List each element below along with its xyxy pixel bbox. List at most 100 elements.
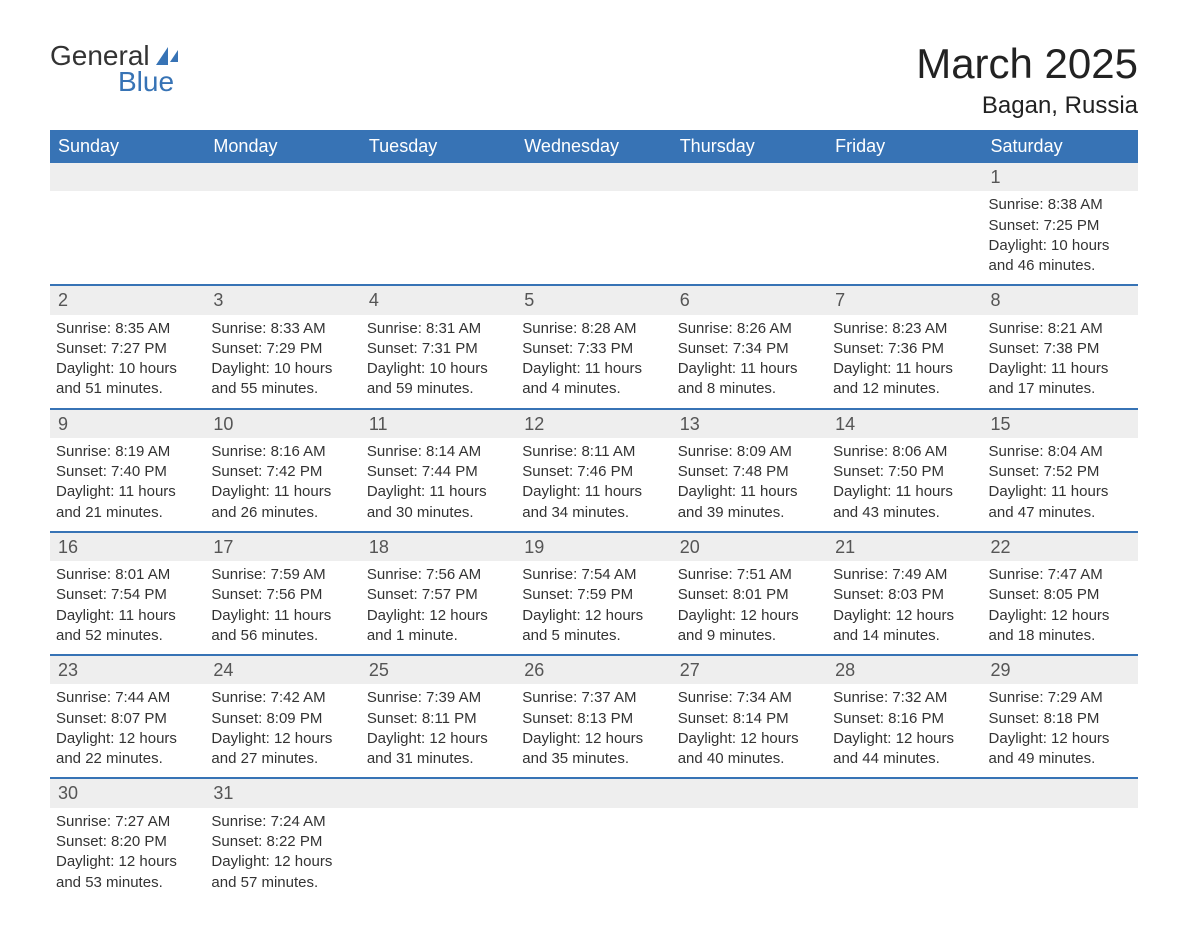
- daylight-text: Daylight: 10 hours and 55 minutes.: [211, 359, 354, 400]
- sunrise-text: Sunrise: 7:29 AM: [989, 688, 1132, 708]
- sunrise-text: Sunrise: 8:21 AM: [989, 319, 1132, 339]
- sunrise-text: Sunrise: 7:34 AM: [678, 688, 821, 708]
- sunset-text: Sunset: 7:54 PM: [56, 585, 199, 605]
- sunset-text: Sunset: 8:20 PM: [56, 832, 199, 852]
- day-number-cell: 17: [205, 532, 360, 561]
- sunrise-text: Sunrise: 7:27 AM: [56, 812, 199, 832]
- sunset-text: Sunset: 7:56 PM: [211, 585, 354, 605]
- sunset-text: Sunset: 8:16 PM: [833, 709, 976, 729]
- title-block: March 2025 Bagan, Russia: [916, 40, 1138, 120]
- day-detail-cell: Sunrise: 8:19 AMSunset: 7:40 PMDaylight:…: [50, 438, 205, 532]
- day-number-cell: 14: [827, 409, 982, 438]
- day-number-cell: [205, 163, 360, 191]
- sunrise-text: Sunrise: 8:38 AM: [989, 195, 1132, 215]
- day-number-row: 9101112131415: [50, 409, 1138, 438]
- sunrise-text: Sunrise: 8:11 AM: [522, 442, 665, 462]
- day-detail-cell: [516, 191, 671, 285]
- sunset-text: Sunset: 7:33 PM: [522, 339, 665, 359]
- sunset-text: Sunset: 7:59 PM: [522, 585, 665, 605]
- sunrise-text: Sunrise: 7:39 AM: [367, 688, 510, 708]
- day-number-cell: 6: [672, 285, 827, 314]
- weekday-header: Sunday: [50, 130, 205, 163]
- day-number-cell: 13: [672, 409, 827, 438]
- sunrise-text: Sunrise: 8:23 AM: [833, 319, 976, 339]
- daylight-text: Daylight: 12 hours and 40 minutes.: [678, 729, 821, 770]
- day-number-cell: [827, 778, 982, 807]
- day-detail-row: Sunrise: 8:38 AMSunset: 7:25 PMDaylight:…: [50, 191, 1138, 285]
- daylight-text: Daylight: 11 hours and 43 minutes.: [833, 482, 976, 523]
- daylight-text: Daylight: 11 hours and 12 minutes.: [833, 359, 976, 400]
- daylight-text: Daylight: 10 hours and 51 minutes.: [56, 359, 199, 400]
- daylight-text: Daylight: 11 hours and 47 minutes.: [989, 482, 1132, 523]
- day-number-row: 2345678: [50, 285, 1138, 314]
- day-detail-cell: Sunrise: 7:34 AMSunset: 8:14 PMDaylight:…: [672, 684, 827, 778]
- daylight-text: Daylight: 11 hours and 52 minutes.: [56, 606, 199, 647]
- weekday-header: Tuesday: [361, 130, 516, 163]
- daylight-text: Daylight: 12 hours and 53 minutes.: [56, 852, 199, 893]
- sunset-text: Sunset: 7:44 PM: [367, 462, 510, 482]
- day-detail-cell: [983, 808, 1138, 901]
- daylight-text: Daylight: 11 hours and 17 minutes.: [989, 359, 1132, 400]
- sunrise-text: Sunrise: 7:32 AM: [833, 688, 976, 708]
- day-number-cell: [361, 163, 516, 191]
- daylight-text: Daylight: 12 hours and 49 minutes.: [989, 729, 1132, 770]
- weekday-header: Monday: [205, 130, 360, 163]
- sunset-text: Sunset: 7:50 PM: [833, 462, 976, 482]
- daylight-text: Daylight: 11 hours and 56 minutes.: [211, 606, 354, 647]
- day-number-cell: 1: [983, 163, 1138, 191]
- sunset-text: Sunset: 8:09 PM: [211, 709, 354, 729]
- day-detail-cell: [672, 808, 827, 901]
- daylight-text: Daylight: 10 hours and 46 minutes.: [989, 236, 1132, 277]
- weekday-header: Thursday: [672, 130, 827, 163]
- day-number-cell: 28: [827, 655, 982, 684]
- sunrise-text: Sunrise: 8:19 AM: [56, 442, 199, 462]
- day-detail-cell: Sunrise: 8:21 AMSunset: 7:38 PMDaylight:…: [983, 315, 1138, 409]
- weekday-header: Saturday: [983, 130, 1138, 163]
- day-number-cell: 3: [205, 285, 360, 314]
- day-detail-cell: Sunrise: 7:54 AMSunset: 7:59 PMDaylight:…: [516, 561, 671, 655]
- day-number-cell: 7: [827, 285, 982, 314]
- day-number-cell: 20: [672, 532, 827, 561]
- day-number-cell: 4: [361, 285, 516, 314]
- day-number-row: 1: [50, 163, 1138, 191]
- weekday-header: Friday: [827, 130, 982, 163]
- day-detail-cell: Sunrise: 8:04 AMSunset: 7:52 PMDaylight:…: [983, 438, 1138, 532]
- sunrise-text: Sunrise: 7:47 AM: [989, 565, 1132, 585]
- day-detail-cell: Sunrise: 8:16 AMSunset: 7:42 PMDaylight:…: [205, 438, 360, 532]
- day-number-cell: 26: [516, 655, 671, 684]
- day-number-cell: 16: [50, 532, 205, 561]
- sunset-text: Sunset: 7:57 PM: [367, 585, 510, 605]
- sunset-text: Sunset: 8:13 PM: [522, 709, 665, 729]
- sunrise-text: Sunrise: 8:14 AM: [367, 442, 510, 462]
- day-detail-cell: Sunrise: 7:39 AMSunset: 8:11 PMDaylight:…: [361, 684, 516, 778]
- day-number-cell: [361, 778, 516, 807]
- day-number-cell: 25: [361, 655, 516, 684]
- day-number-cell: 30: [50, 778, 205, 807]
- daylight-text: Daylight: 12 hours and 1 minute.: [367, 606, 510, 647]
- day-number-row: 16171819202122: [50, 532, 1138, 561]
- day-detail-cell: [827, 808, 982, 901]
- day-detail-cell: Sunrise: 7:59 AMSunset: 7:56 PMDaylight:…: [205, 561, 360, 655]
- day-detail-cell: Sunrise: 8:38 AMSunset: 7:25 PMDaylight:…: [983, 191, 1138, 285]
- sunrise-text: Sunrise: 8:04 AM: [989, 442, 1132, 462]
- sunrise-text: Sunrise: 8:31 AM: [367, 319, 510, 339]
- sunset-text: Sunset: 7:36 PM: [833, 339, 976, 359]
- day-detail-cell: Sunrise: 8:33 AMSunset: 7:29 PMDaylight:…: [205, 315, 360, 409]
- sunrise-text: Sunrise: 7:42 AM: [211, 688, 354, 708]
- sunset-text: Sunset: 7:25 PM: [989, 216, 1132, 236]
- sunrise-text: Sunrise: 7:44 AM: [56, 688, 199, 708]
- sunset-text: Sunset: 7:52 PM: [989, 462, 1132, 482]
- sunrise-text: Sunrise: 8:28 AM: [522, 319, 665, 339]
- day-number-cell: 11: [361, 409, 516, 438]
- sunrise-text: Sunrise: 7:49 AM: [833, 565, 976, 585]
- sunrise-text: Sunrise: 7:59 AM: [211, 565, 354, 585]
- day-number-cell: [516, 778, 671, 807]
- day-detail-cell: Sunrise: 7:24 AMSunset: 8:22 PMDaylight:…: [205, 808, 360, 901]
- sunset-text: Sunset: 7:42 PM: [211, 462, 354, 482]
- day-detail-cell: Sunrise: 7:49 AMSunset: 8:03 PMDaylight:…: [827, 561, 982, 655]
- daylight-text: Daylight: 11 hours and 39 minutes.: [678, 482, 821, 523]
- sunset-text: Sunset: 8:11 PM: [367, 709, 510, 729]
- daylight-text: Daylight: 11 hours and 34 minutes.: [522, 482, 665, 523]
- daylight-text: Daylight: 11 hours and 8 minutes.: [678, 359, 821, 400]
- day-number-cell: 5: [516, 285, 671, 314]
